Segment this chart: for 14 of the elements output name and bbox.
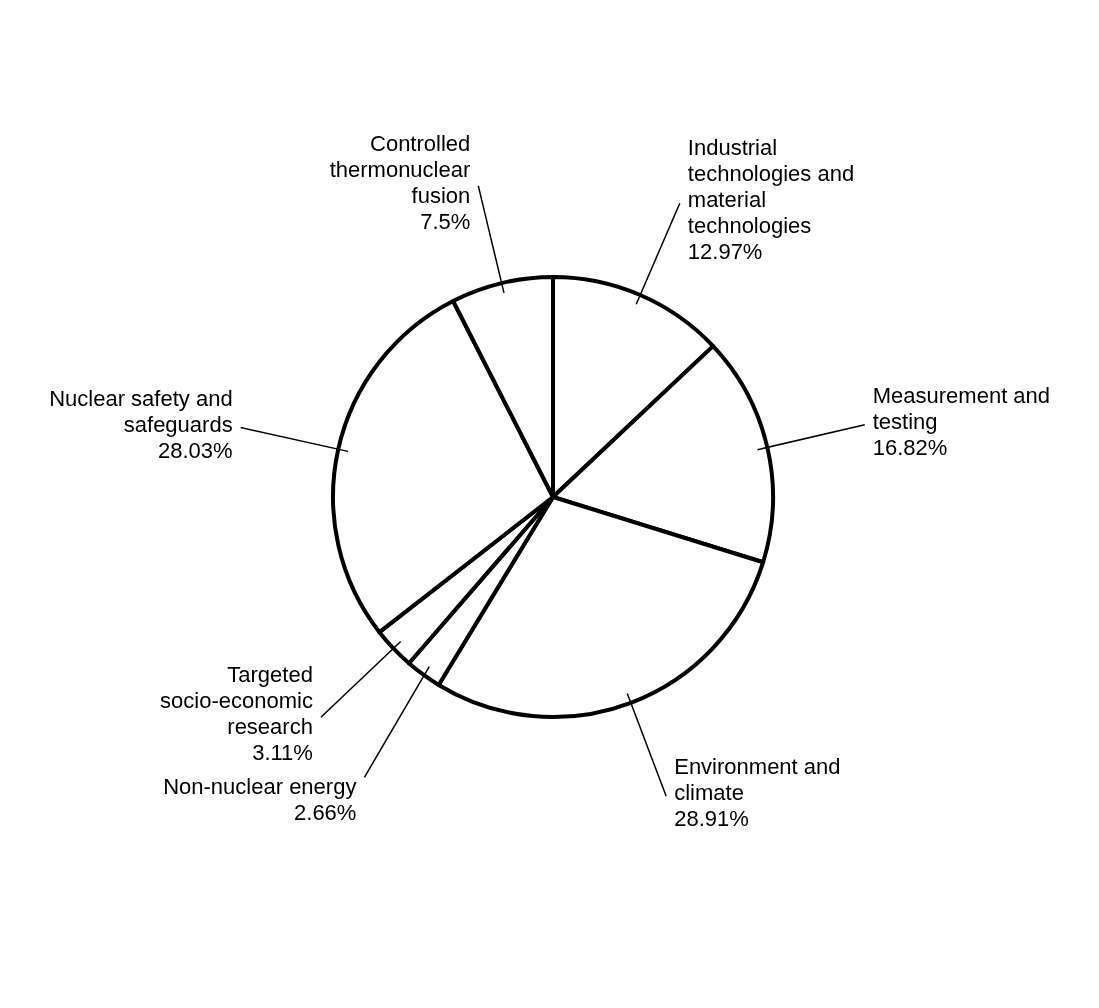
slice-label: Industrial technologies and material technologies: [687, 135, 855, 239]
slice-label: Nuclear safety and safeguards: [49, 385, 233, 437]
data-label: 7.5%: [420, 208, 471, 234]
slice-label: Measurement and testing: [872, 382, 1051, 434]
slice-label: Environment and climate: [674, 754, 841, 806]
data-label: 2.66%: [294, 800, 357, 826]
data-label: 28.03%: [158, 437, 233, 463]
slice-label: Non-nuclear energy: [163, 774, 357, 800]
data-label: 12.97%: [687, 239, 763, 265]
slice-label: Targeted socio-economic research: [160, 662, 313, 740]
slice-label: Controlled thermonuclear fusion: [329, 130, 471, 208]
data-label: 16.82%: [872, 434, 948, 460]
data-label: 3.11%: [252, 740, 313, 766]
data-label: 28.91%: [674, 806, 749, 832]
